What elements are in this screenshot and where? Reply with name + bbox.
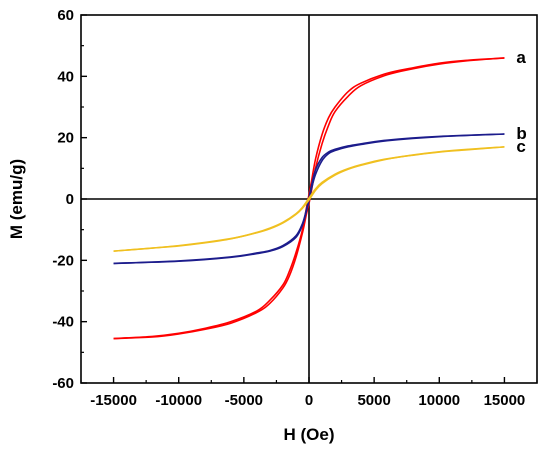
y-tick-label: 60 bbox=[57, 7, 74, 24]
y-tick-label: -40 bbox=[52, 314, 74, 331]
y-tick-label: 0 bbox=[66, 191, 74, 208]
x-tick-label: 0 bbox=[305, 392, 313, 409]
y-tick-label: 20 bbox=[57, 130, 74, 147]
series-label-a: a bbox=[516, 48, 526, 67]
x-tick-label: 10000 bbox=[418, 392, 460, 409]
y-tick-label: 40 bbox=[57, 68, 74, 85]
y-axis-title: M (emu/g) bbox=[7, 159, 26, 239]
y-axis-ticks: -60 -40 -20 0 20 40 60 bbox=[52, 7, 87, 392]
x-tick-label: -10000 bbox=[155, 392, 202, 409]
x-tick-label: -5000 bbox=[225, 392, 263, 409]
series-label-b: b bbox=[516, 124, 526, 143]
x-tick-label: -15000 bbox=[90, 392, 137, 409]
series-label-c: c bbox=[516, 137, 525, 156]
x-tick-label: 15000 bbox=[484, 392, 526, 409]
curve-b-descending bbox=[113, 133, 505, 265]
y-tick-label: -60 bbox=[52, 375, 74, 392]
x-axis-ticks: -15000 -10000 -5000 0 5000 10000 15000 bbox=[80, 377, 538, 409]
y-tick-label: -20 bbox=[52, 252, 74, 269]
series-labels: a bc bbox=[516, 48, 526, 156]
series-curves bbox=[113, 57, 505, 340]
x-tick-label: 5000 bbox=[357, 392, 390, 409]
x-axis-title: H (Oe) bbox=[284, 425, 335, 444]
curve-c-descending bbox=[113, 146, 505, 252]
